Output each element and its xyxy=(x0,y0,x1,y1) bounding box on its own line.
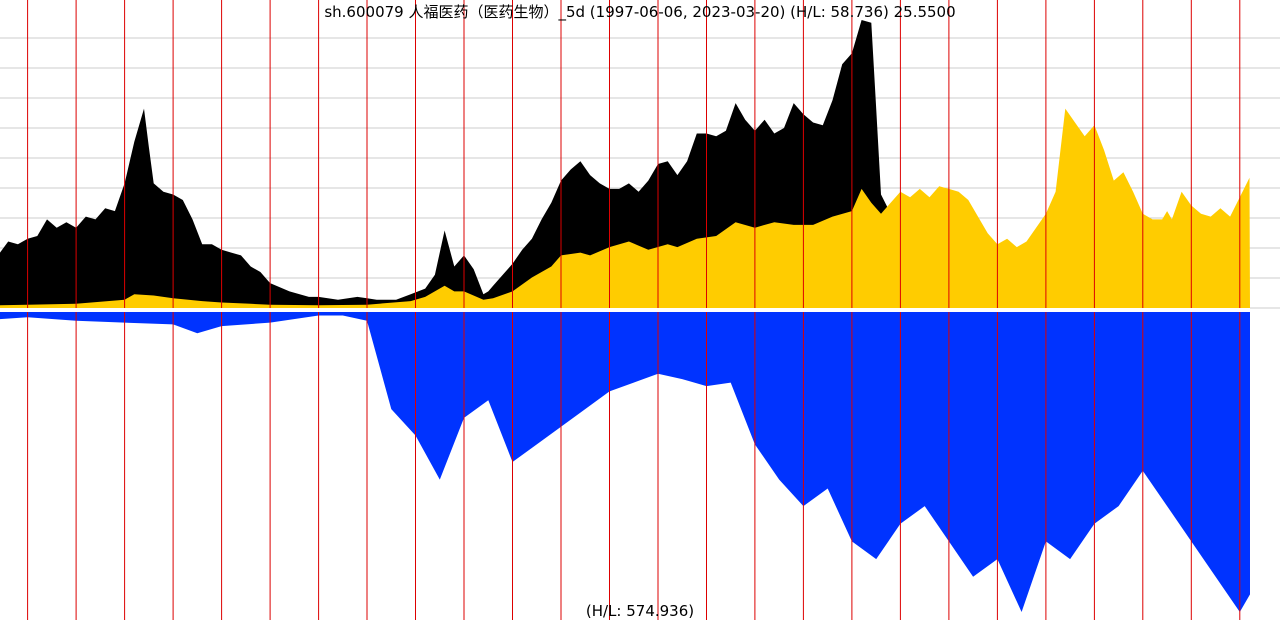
price-area xyxy=(0,108,1250,308)
price-area-layer xyxy=(0,20,1250,308)
chart-title: sh.600079 人福医药（医药生物）_5d (1997-06-06, 202… xyxy=(324,3,955,22)
zero-axis-separator xyxy=(0,308,1250,312)
volume-area xyxy=(0,312,1250,612)
volume-hl-label: (H/L: 574.936) xyxy=(586,602,694,620)
volume-area-layer xyxy=(0,312,1250,612)
adjusted-price-area xyxy=(0,20,901,308)
